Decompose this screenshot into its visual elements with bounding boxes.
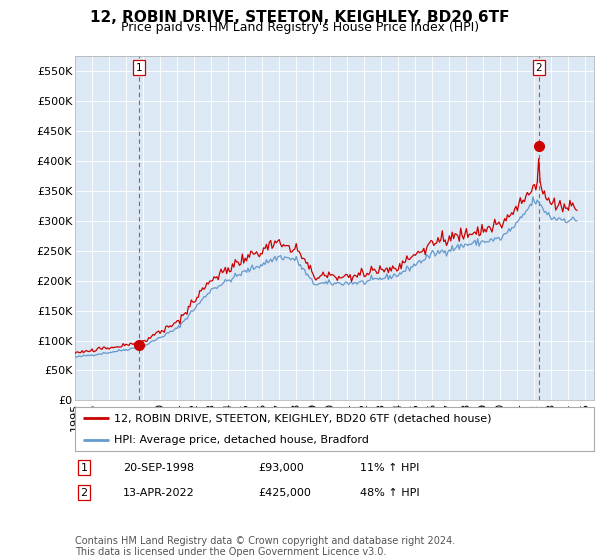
Text: 11% ↑ HPI: 11% ↑ HPI (360, 463, 419, 473)
Text: 2: 2 (535, 63, 542, 73)
Text: 12, ROBIN DRIVE, STEETON, KEIGHLEY, BD20 6TF: 12, ROBIN DRIVE, STEETON, KEIGHLEY, BD20… (90, 10, 510, 25)
Text: 13-APR-2022: 13-APR-2022 (123, 488, 195, 498)
Text: £93,000: £93,000 (258, 463, 304, 473)
Text: HPI: Average price, detached house, Bradford: HPI: Average price, detached house, Brad… (114, 435, 369, 445)
Text: 20-SEP-1998: 20-SEP-1998 (123, 463, 194, 473)
Text: 2: 2 (80, 488, 88, 498)
Text: 48% ↑ HPI: 48% ↑ HPI (360, 488, 419, 498)
Text: Price paid vs. HM Land Registry's House Price Index (HPI): Price paid vs. HM Land Registry's House … (121, 21, 479, 34)
Text: 1: 1 (80, 463, 88, 473)
Text: 12, ROBIN DRIVE, STEETON, KEIGHLEY, BD20 6TF (detached house): 12, ROBIN DRIVE, STEETON, KEIGHLEY, BD20… (114, 413, 491, 423)
Text: 1: 1 (136, 63, 142, 73)
Text: £425,000: £425,000 (258, 488, 311, 498)
Text: Contains HM Land Registry data © Crown copyright and database right 2024.
This d: Contains HM Land Registry data © Crown c… (75, 535, 455, 557)
